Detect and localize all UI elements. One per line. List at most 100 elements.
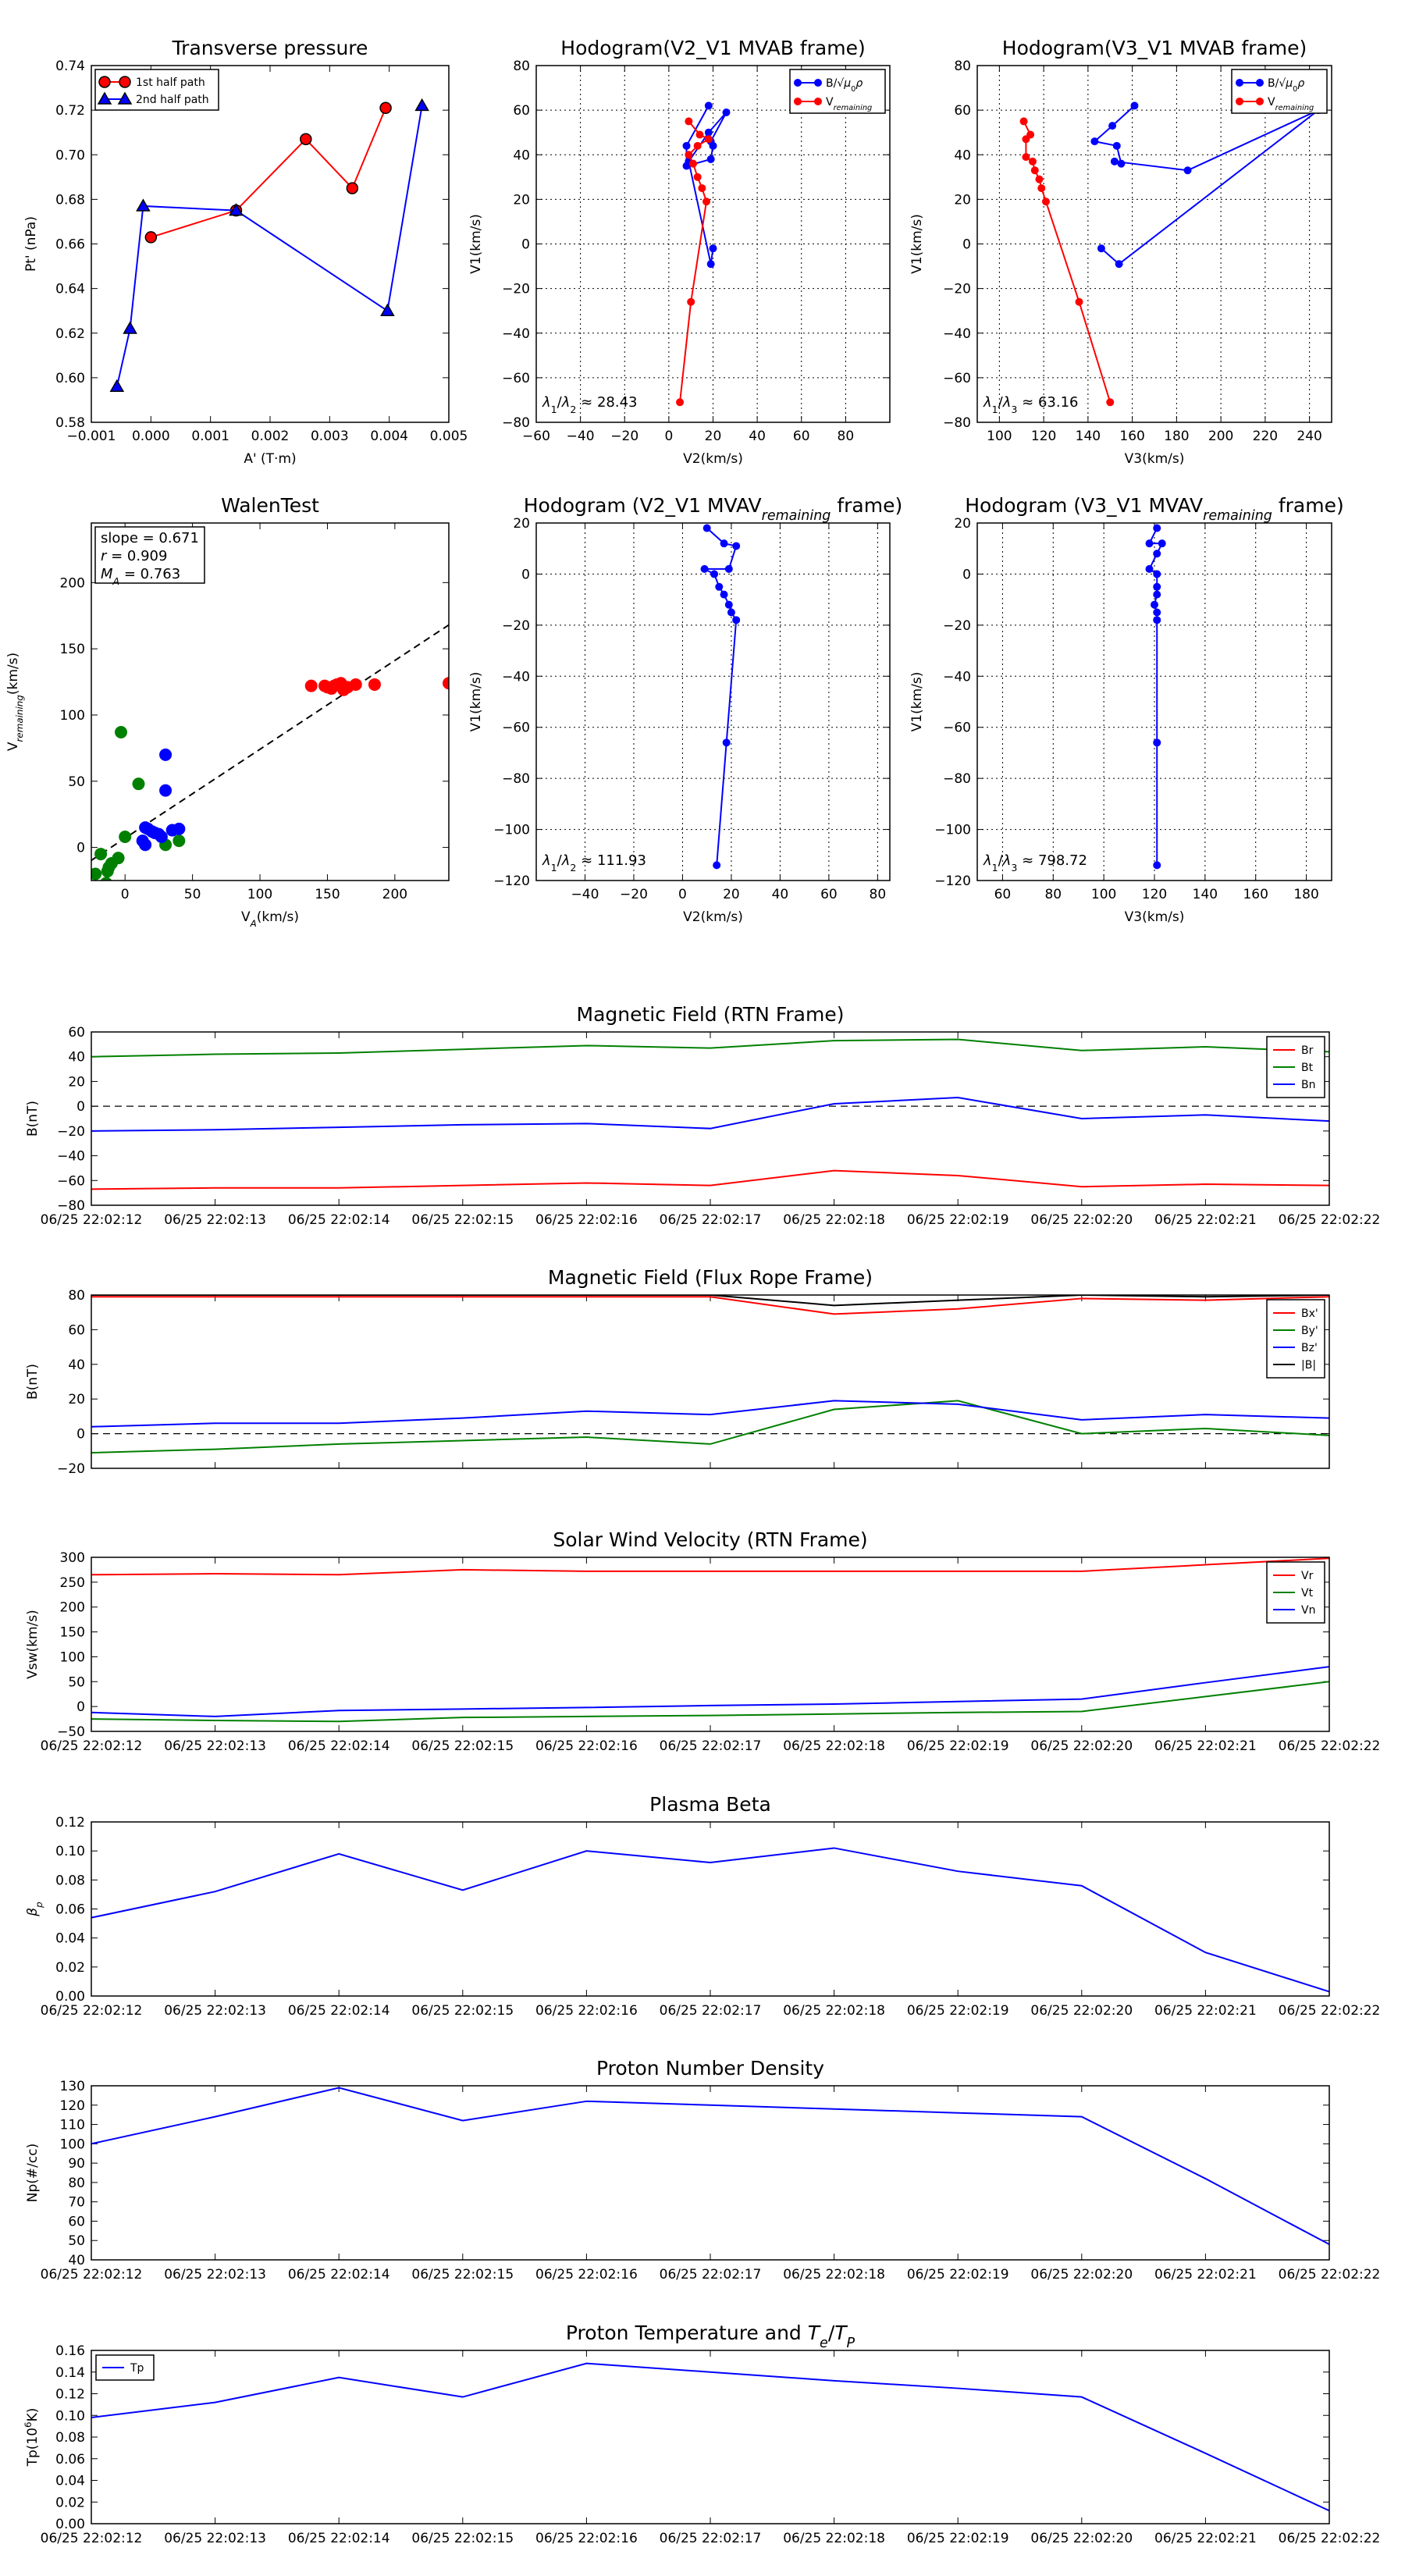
y-tick-label: 80 — [68, 2176, 85, 2191]
data-point — [700, 564, 709, 573]
data-point-x — [349, 678, 362, 691]
plot-frame — [535, 65, 891, 423]
y-tick-label: −60 — [57, 1173, 85, 1189]
data-point — [727, 608, 735, 617]
x-axis-label: VA(km/s) — [241, 909, 299, 929]
y-tick-label: 50 — [68, 774, 85, 790]
legend-label: Vn — [1301, 1604, 1315, 1617]
x-tick-label: 100 — [987, 429, 1012, 444]
data-point — [685, 151, 693, 159]
chart-walen: 0 50 100 150 200 0 50 100 150 200 WalenTest VA(km/s… — [5, 494, 450, 929]
x-tick-label: 140 — [1076, 429, 1101, 444]
y-tick-label: −60 — [502, 371, 530, 386]
series-line-Bt — [91, 1038, 1329, 1058]
y-tick-label: −100 — [493, 823, 530, 838]
data-point — [1153, 582, 1161, 591]
chart-beta: 0.00 0.02 0.04 0.06 0.08 0.10 0.12 06/25 22:02:… — [25, 1793, 1380, 2019]
data-point — [704, 128, 713, 137]
legend-label: Br — [1301, 1044, 1314, 1057]
x-tick-label: 20 — [723, 887, 740, 902]
series-line-1 — [1147, 528, 1164, 866]
x-tick-label: 06/25 22:02:22 — [1279, 1738, 1381, 1754]
data-point — [1035, 175, 1044, 183]
y-tick-label: 60 — [954, 103, 971, 119]
data-point — [722, 108, 731, 116]
y-axis-label: V1(km/s) — [468, 672, 484, 732]
y-axis-label: B(nT) — [25, 1101, 41, 1137]
x-tick-label: 06/25 22:02:16 — [535, 1212, 638, 1228]
y-tick-label: 130 — [60, 2079, 85, 2094]
data-point — [1151, 600, 1158, 609]
y-tick-label: 20 — [954, 516, 971, 532]
data-point — [300, 133, 312, 146]
x-tick-label: 80 — [1044, 887, 1062, 902]
x-tick-label: 06/25 22:02:22 — [1279, 2003, 1381, 2019]
chart-title: WalenTest — [221, 494, 319, 517]
data-point-y — [173, 834, 186, 848]
stat-ma: MA = 0.763 — [101, 566, 180, 587]
plot-area — [700, 524, 741, 870]
plot-frame — [91, 65, 450, 423]
y-tick-label: 0.12 — [55, 2387, 85, 2403]
y-tick-label: −50 — [57, 1724, 85, 1740]
plot-frame — [976, 522, 1332, 881]
y-axis-label: Vsw(km/s) — [25, 1610, 41, 1679]
x-tick-label: 06/25 22:02:15 — [411, 1738, 514, 1754]
data-point-z — [159, 784, 173, 797]
series-line-Bz' — [91, 1400, 1329, 1428]
chart-title: Solar Wind Velocity (RTN Frame) — [553, 1528, 867, 1551]
data-point — [1130, 101, 1139, 110]
y-tick-label: −20 — [943, 282, 971, 297]
x-tick-label: 06/25 22:02:21 — [1154, 2003, 1257, 2019]
x-tick-label: 06/25 22:02:19 — [907, 2531, 1009, 2546]
legend-marker — [98, 76, 111, 88]
chart-mag_rtn: −80 −60 −40 −20 0 20 40 60 06/25 22:02:12 06/25 2… — [25, 1003, 1380, 1228]
x-tick-label: 06/25 22:02:18 — [783, 2003, 885, 2019]
x-tick-label: −40 — [567, 429, 595, 444]
chart-title: Magnetic Field (RTN Frame) — [577, 1003, 845, 1026]
x-axis-label: V2(km/s) — [683, 451, 743, 467]
x-tick-label: 50 — [184, 887, 201, 902]
y-axis-label: V1(km/s) — [909, 672, 925, 732]
x-tick-label: 06/25 22:02:16 — [535, 2003, 638, 2019]
y-tick-label: −60 — [502, 720, 530, 736]
plot-area — [1145, 524, 1166, 870]
legend-marker — [1236, 79, 1243, 87]
legend-marker — [119, 76, 131, 88]
data-point-z — [159, 748, 173, 761]
data-point — [715, 582, 724, 591]
x-tick-label: 40 — [749, 429, 766, 444]
x-tick-label: 06/25 22:02:19 — [907, 1738, 1009, 1754]
legend — [94, 69, 219, 111]
x-tick-label: 160 — [1243, 887, 1268, 902]
y-tick-label: 250 — [60, 1575, 85, 1591]
y-tick-label: 40 — [68, 2253, 85, 2268]
data-point-y — [100, 877, 112, 881]
x-tick-label: 0.000 — [132, 429, 170, 444]
data-point-y — [119, 831, 132, 844]
data-point — [732, 616, 741, 624]
x-tick-label: 100 — [1091, 887, 1116, 902]
y-tick-label: −80 — [57, 1198, 85, 1214]
x-tick-label: 220 — [1253, 429, 1278, 444]
y-tick-label: −80 — [502, 771, 530, 787]
x-tick-label: 160 — [1119, 429, 1144, 444]
data-point — [722, 738, 731, 747]
x-tick-label: −40 — [571, 887, 599, 902]
y-tick-label: 40 — [68, 1050, 85, 1066]
legend-marker — [1236, 98, 1243, 105]
series-line-Np — [91, 2087, 1329, 2246]
x-axis-label: A' (T·m) — [244, 451, 296, 467]
data-point — [1153, 590, 1161, 599]
x-tick-label: 200 — [1208, 429, 1233, 444]
x-tick-label: 06/25 22:02:14 — [288, 2267, 390, 2282]
x-tick-label: 0.003 — [311, 429, 349, 444]
legend-marker — [97, 91, 112, 105]
legend-label: Vremaining — [1268, 96, 1314, 112]
y-tick-label: −20 — [943, 618, 971, 634]
legend-label: Bx' — [1301, 1308, 1318, 1320]
y-tick-label: −80 — [943, 771, 971, 787]
x-tick-label: 06/25 22:02:16 — [535, 2531, 638, 2546]
x-tick-label: 20 — [705, 429, 722, 444]
